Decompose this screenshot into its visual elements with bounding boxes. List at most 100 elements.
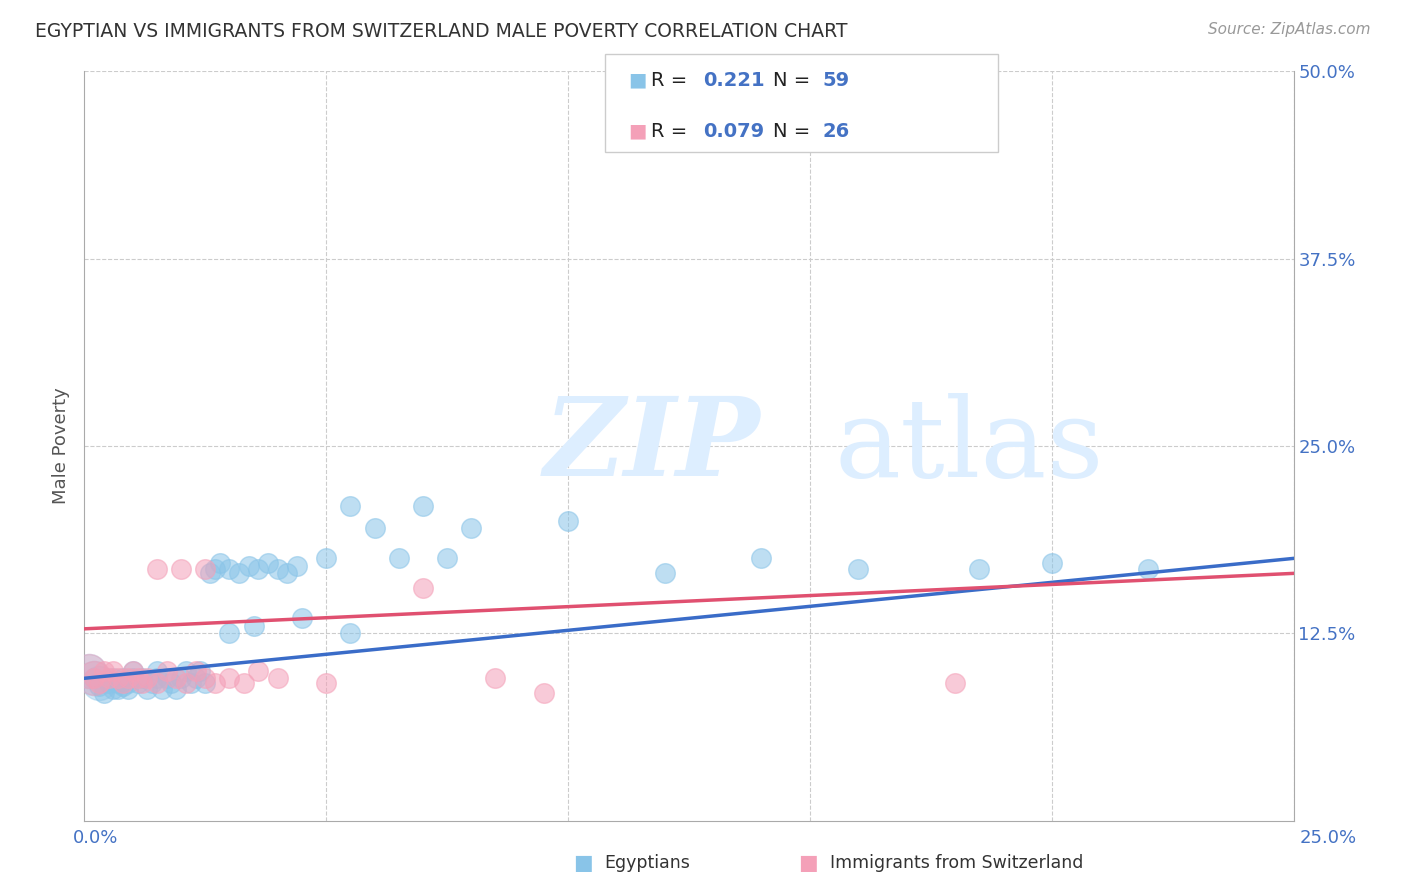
Text: ■: ■ [628, 121, 647, 141]
Point [146, 562, 169, 576]
Point [484, 671, 506, 685]
Point [233, 675, 256, 690]
Point [291, 611, 314, 625]
Point [170, 562, 193, 576]
Point [208, 556, 231, 570]
Point [204, 675, 226, 690]
Point [103, 671, 125, 685]
Point [127, 671, 149, 685]
Point [97, 671, 120, 685]
Point [112, 675, 135, 690]
Point [1040, 556, 1063, 570]
Point [83, 671, 105, 685]
Point [557, 514, 579, 528]
Point [136, 671, 159, 685]
Text: Source: ZipAtlas.com: Source: ZipAtlas.com [1208, 22, 1371, 37]
Text: 25.0%: 25.0% [1301, 829, 1357, 847]
Text: R =: R = [651, 70, 693, 90]
Point [97, 675, 120, 690]
Text: R =: R = [651, 121, 693, 141]
Point [194, 562, 217, 576]
Text: ZIP: ZIP [544, 392, 761, 500]
Point [174, 664, 197, 678]
Point [204, 562, 226, 576]
Point [339, 499, 361, 513]
Point [1137, 562, 1160, 576]
Text: N =: N = [773, 121, 817, 141]
Point [412, 499, 434, 513]
Point [155, 664, 177, 678]
Point [198, 566, 221, 581]
Point [943, 675, 966, 690]
Point [146, 671, 169, 685]
Point [285, 558, 308, 573]
Point [87, 675, 110, 690]
Point [170, 671, 193, 685]
Text: Egyptians: Egyptians [605, 855, 690, 872]
Point [112, 671, 135, 685]
Point [388, 551, 411, 566]
Point [121, 664, 143, 678]
Point [131, 671, 153, 685]
Point [117, 681, 139, 696]
Point [276, 566, 298, 581]
Text: EGYPTIAN VS IMMIGRANTS FROM SWITZERLAND MALE POVERTY CORRELATION CHART: EGYPTIAN VS IMMIGRANTS FROM SWITZERLAND … [35, 22, 848, 41]
Text: 0.0%: 0.0% [73, 829, 118, 847]
Point [242, 619, 264, 633]
Point [117, 675, 139, 690]
Point [77, 664, 100, 678]
Point [103, 681, 125, 696]
Point [846, 562, 869, 576]
Text: Immigrants from Switzerland: Immigrants from Switzerland [830, 855, 1083, 872]
Point [150, 681, 173, 696]
Text: 0.079: 0.079 [703, 121, 763, 141]
Text: 0.221: 0.221 [703, 70, 765, 90]
Point [83, 671, 105, 685]
Point [127, 675, 149, 690]
Point [112, 679, 135, 693]
Point [190, 664, 212, 678]
Text: N =: N = [773, 70, 817, 90]
Point [460, 521, 482, 535]
Text: atlas: atlas [834, 392, 1104, 500]
Text: 26: 26 [823, 121, 849, 141]
Point [93, 686, 115, 700]
Point [146, 664, 169, 678]
Point [751, 551, 773, 566]
Point [967, 562, 990, 576]
Point [257, 556, 280, 570]
Point [77, 664, 100, 678]
Point [141, 675, 163, 690]
Point [218, 626, 240, 640]
Point [339, 626, 361, 640]
Point [136, 681, 159, 696]
Point [155, 671, 177, 685]
Point [228, 566, 250, 581]
Point [160, 675, 183, 690]
Text: ■: ■ [574, 854, 593, 873]
Point [165, 681, 187, 696]
Point [363, 521, 385, 535]
Point [654, 566, 676, 581]
Point [121, 671, 143, 685]
Point [194, 675, 217, 690]
Point [436, 551, 458, 566]
Point [146, 675, 169, 690]
Point [238, 558, 260, 573]
Point [218, 562, 240, 576]
Point [107, 675, 129, 690]
Point [315, 675, 337, 690]
Point [247, 664, 270, 678]
Point [184, 664, 207, 678]
Point [267, 671, 290, 685]
Point [107, 671, 129, 685]
Point [184, 671, 207, 685]
Point [218, 671, 240, 685]
Text: ■: ■ [628, 70, 647, 90]
Point [83, 671, 105, 685]
Point [194, 671, 217, 685]
Text: ■: ■ [799, 854, 818, 873]
Text: 59: 59 [823, 70, 849, 90]
Point [93, 664, 115, 678]
Point [174, 675, 197, 690]
